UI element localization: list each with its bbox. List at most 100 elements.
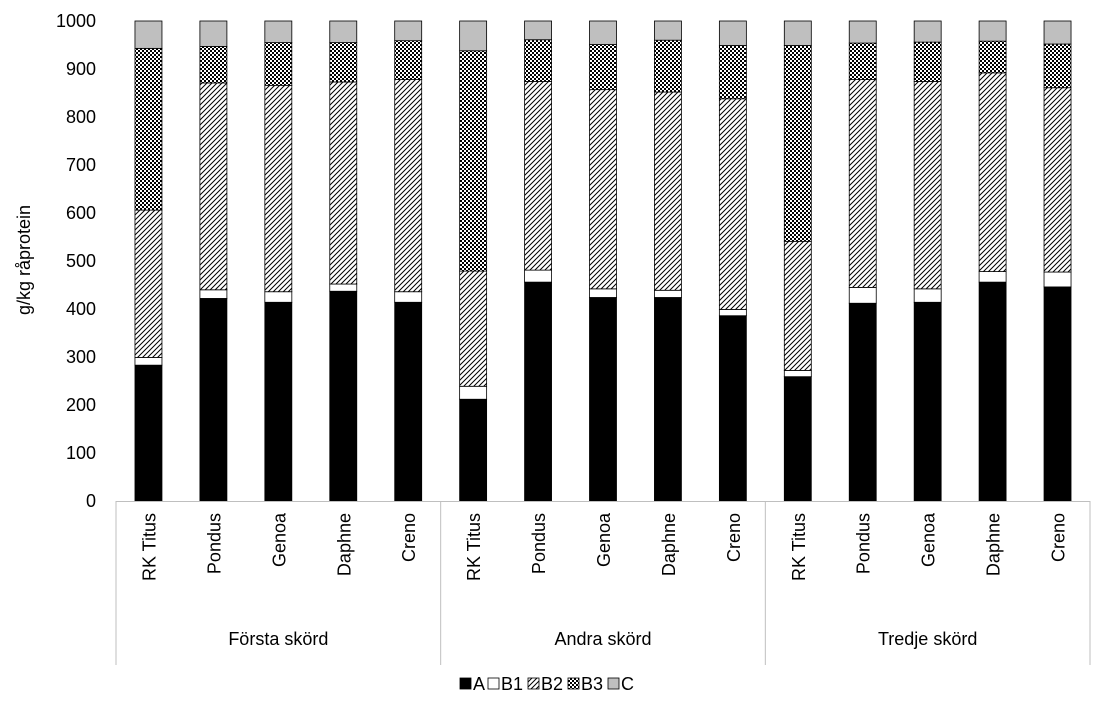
x-tick-label: Genoa xyxy=(919,512,939,567)
bar-segment-b3 xyxy=(913,41,942,82)
bar-segment-b2 xyxy=(978,72,1007,272)
bar-segment-c xyxy=(459,20,488,52)
x-tick-label: Pondus xyxy=(204,513,224,574)
bar-segment-b2 xyxy=(459,270,488,387)
bar-segment-b3 xyxy=(264,42,293,86)
y-tick-label: 0 xyxy=(86,491,96,511)
legend-label: C xyxy=(621,674,634,694)
x-tick-label: Genoa xyxy=(269,512,289,567)
bar-segment-a xyxy=(134,364,163,502)
legend-label: A xyxy=(473,674,485,694)
bar-segment-b3 xyxy=(1043,43,1072,89)
bar-segment-b2 xyxy=(264,84,293,293)
y-tick-label: 900 xyxy=(66,59,96,79)
bar-segment-c xyxy=(718,20,747,46)
legend-swatch-c xyxy=(607,677,620,690)
legend: A B1 B2 B3 C xyxy=(459,674,634,694)
bar-segment-b2 xyxy=(1043,87,1072,273)
bar-segment-b1 xyxy=(848,286,877,304)
bar-segment-a xyxy=(199,298,228,502)
bar-segment-b1 xyxy=(264,291,293,303)
bar-segment-b3 xyxy=(848,42,877,80)
bar-segment-b3 xyxy=(329,42,358,83)
x-tick-label: Daphne xyxy=(334,513,354,576)
bar-segment-b2 xyxy=(913,81,942,290)
x-axis: RK Titus Pondus Genoa Daphne Creno RK Titus Po… xyxy=(115,501,1091,665)
y-tick-label: 200 xyxy=(66,395,96,415)
bar-segment-a xyxy=(978,281,1007,502)
legend-swatch-b2 xyxy=(527,677,540,690)
bar-segment-b3 xyxy=(589,44,617,91)
x-tick-label: Daphne xyxy=(659,513,679,576)
bar-segment-b3 xyxy=(718,45,747,100)
x-tick-label: Creno xyxy=(724,513,744,562)
bar-segment-b2 xyxy=(783,240,812,371)
bar-segment-b1 xyxy=(524,269,552,283)
bar-segment-b2 xyxy=(654,91,682,291)
x-tick-label: Pondus xyxy=(854,513,874,574)
y-axis-ticks: 0 100 200 300 400 500 600 700 800 900 1000 xyxy=(56,11,96,511)
bar-segment-c xyxy=(264,20,293,44)
bar-segment-b3 xyxy=(134,47,163,211)
bar-segment-c xyxy=(134,20,163,49)
x-tick-label: Creno xyxy=(1049,513,1069,562)
legend-swatch-a xyxy=(459,677,472,690)
y-tick-label: 600 xyxy=(66,203,96,223)
y-tick-label: 100 xyxy=(66,443,96,463)
bar-segment-b2 xyxy=(524,81,552,271)
bar-segment-c xyxy=(394,20,423,42)
bar-segment-b3 xyxy=(394,40,423,80)
bar-segment-b1 xyxy=(978,271,1007,283)
bar-segment-b2 xyxy=(848,79,877,288)
bar-segment-c xyxy=(654,20,682,41)
y-tick-label: 400 xyxy=(66,299,96,319)
bar-segment-b1 xyxy=(394,291,423,303)
y-tick-label: 700 xyxy=(66,155,96,175)
y-tick-label: 300 xyxy=(66,347,96,367)
bar-segment-c xyxy=(199,20,228,47)
x-tick-label: Genoa xyxy=(594,512,614,567)
legend-swatch-b3 xyxy=(567,677,580,690)
x-tick-label: Daphne xyxy=(984,513,1004,576)
y-tick-label: 800 xyxy=(66,107,96,127)
bar-segment-b2 xyxy=(718,98,747,310)
bar-segment-b3 xyxy=(654,39,682,93)
group-label: Andra skörd xyxy=(554,629,651,649)
x-tick-label: RK Titus xyxy=(464,513,484,581)
y-tick-label: 1000 xyxy=(56,11,96,31)
bar-segment-c xyxy=(783,20,812,46)
bar-segment-b3 xyxy=(459,50,488,272)
bar-segment-a xyxy=(524,281,552,502)
group-label: Första skörd xyxy=(228,629,328,649)
legend-label: B2 xyxy=(541,674,563,694)
x-tick-label: Creno xyxy=(399,513,419,562)
bar-segment-b2 xyxy=(199,82,228,291)
bar-segment-c xyxy=(1043,20,1072,45)
bar-segment-b3 xyxy=(524,39,552,82)
bar-segment-b3 xyxy=(783,45,812,242)
bar-segment-b1 xyxy=(329,283,358,292)
bar-segment-a xyxy=(783,376,812,502)
x-tick-label: RK Titus xyxy=(139,513,159,581)
bar-segment-b2 xyxy=(394,79,423,293)
bar-segment-c xyxy=(329,20,358,44)
bar-segment-a xyxy=(913,301,942,502)
bar-segment-c xyxy=(848,20,877,44)
bar-segment-b2 xyxy=(329,81,358,285)
bars-layer xyxy=(134,20,1072,502)
y-axis-title: g/kg råprotein xyxy=(14,205,34,315)
x-tick-label: RK Titus xyxy=(789,513,809,581)
bar-segment-b2 xyxy=(589,89,617,290)
y-tick-label: 500 xyxy=(66,251,96,271)
bar-segment-a xyxy=(848,302,877,502)
legend-swatch-b1 xyxy=(487,677,500,690)
bar-segment-a xyxy=(329,290,358,502)
bar-segment-b1 xyxy=(913,288,942,303)
bar-segment-a xyxy=(589,297,617,502)
bar-segment-c xyxy=(589,20,617,45)
bar-segment-b1 xyxy=(718,309,747,317)
bar-segment-b3 xyxy=(978,40,1007,74)
bar-segment-a xyxy=(459,398,488,502)
